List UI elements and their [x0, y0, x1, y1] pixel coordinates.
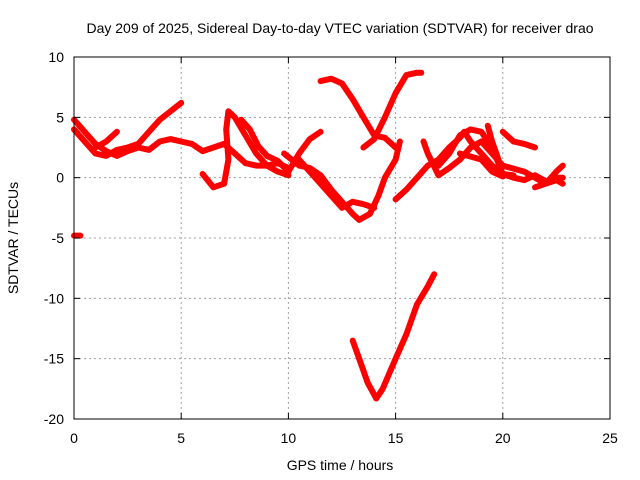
y-tick-label: -10 — [44, 290, 64, 306]
series-track-e — [238, 116, 292, 175]
y-tick-label: 10 — [48, 49, 64, 65]
x-tick-label: 25 — [602, 430, 618, 446]
x-tick-label: 20 — [495, 430, 511, 446]
y-axis-label: SDTVAR / TECUs — [5, 182, 21, 294]
series-track-c — [92, 128, 120, 151]
ticks: 0 5 10 15 20 25 -20 -15 -10 -5 0 5 10 — [44, 49, 618, 446]
chart-title: Day 209 of 2025, Sidereal Day-to-day VTE… — [86, 20, 593, 36]
series-track-d — [199, 108, 292, 191]
series-track-g — [285, 128, 324, 175]
series-track-h — [296, 156, 378, 211]
series-track-q — [532, 162, 566, 191]
y-tick-label: -15 — [44, 351, 64, 367]
y-tick-label: 0 — [56, 170, 64, 186]
y-tick-label: 5 — [56, 109, 64, 125]
x-axis-label: GPS time / hours — [287, 457, 394, 473]
x-tick-label: 10 — [281, 430, 297, 446]
y-tick-label: -20 — [44, 411, 64, 427]
series-track-o — [499, 128, 538, 151]
grid — [74, 57, 610, 419]
series-track-i — [317, 75, 399, 151]
series-track-k — [349, 271, 438, 402]
series-track-b — [71, 99, 185, 159]
series-track-s — [456, 150, 506, 180]
series-track-n — [435, 126, 517, 179]
x-tick-label: 5 — [177, 430, 185, 446]
series-track-p — [484, 122, 502, 163]
series-layer — [71, 69, 566, 402]
series-track-j — [360, 69, 425, 151]
x-tick-label: 0 — [70, 430, 78, 446]
x-tick-label: 15 — [388, 430, 404, 446]
y-tick-label: -5 — [52, 230, 65, 246]
